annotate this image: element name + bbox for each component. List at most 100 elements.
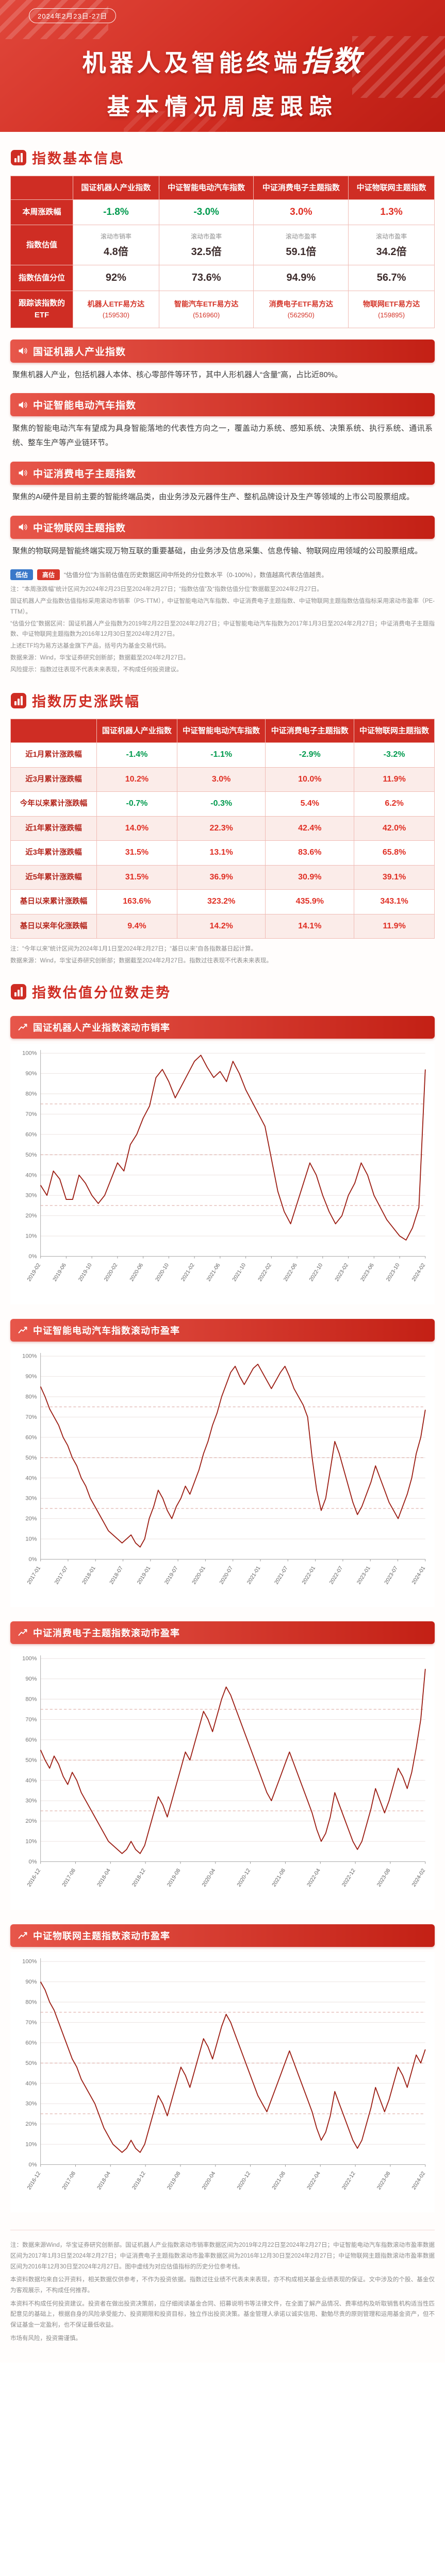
svg-text:2019-02: 2019-02 xyxy=(26,1262,42,1282)
column-header: 中证智能电动汽车指数 xyxy=(176,719,266,743)
etf-code: (159530) xyxy=(102,311,129,319)
note-line: 注：“本周涨跌幅”统计区间为2024年2月23日至2024年2月27日；“指数估… xyxy=(10,586,323,593)
svg-text:2016-12: 2016-12 xyxy=(26,1868,42,1888)
svg-text:2019-10: 2019-10 xyxy=(77,1262,93,1282)
svg-text:50%: 50% xyxy=(25,1757,37,1764)
svg-text:60%: 60% xyxy=(25,2040,37,2046)
pct-value: 9.4% xyxy=(127,921,146,930)
chart-title-bar: 中证智能电动汽车指数滚动市盈率 xyxy=(10,1318,435,1342)
svg-text:40%: 40% xyxy=(25,1475,37,1481)
svg-text:2020-07: 2020-07 xyxy=(218,1565,234,1585)
cell: 10.0% xyxy=(265,767,355,792)
cell: -3.2% xyxy=(354,742,435,768)
table-row: 近1年累计涨跌幅 14.0% 22.3% 42.4% 42.0% xyxy=(10,816,435,841)
svg-text:20%: 20% xyxy=(25,1213,37,1219)
row-label: 近1年累计涨跌幅 xyxy=(10,816,97,841)
cell: 滚动市盈率 34.2倍 xyxy=(348,225,435,265)
index-desc-title-text: 国证机器人产业指数 xyxy=(33,346,126,358)
cell: -1.4% xyxy=(96,742,177,768)
line-chart-icon xyxy=(18,1325,28,1335)
table-header-row: 国证机器人产业指数 中证智能电动汽车指数 中证消费电子主题指数 中证物联网主题指… xyxy=(10,176,435,200)
etf-code: (562950) xyxy=(287,311,315,319)
table-row: 基日以来年化涨跌幅 9.4% 14.2% 14.1% 11.9% xyxy=(10,913,435,939)
pct-value: 5.4% xyxy=(300,799,320,808)
cell: 智能汽车ETF易方达 (516960) xyxy=(158,291,254,328)
table-row-weekly-change: 本周涨跌幅 -1.8% -3.0% 3.0% 1.3% xyxy=(10,199,435,225)
svg-text:40%: 40% xyxy=(25,1778,37,1784)
line-chart-icon xyxy=(18,1628,28,1638)
row-label: 近3年累计涨跌幅 xyxy=(10,840,97,866)
cell: 42.0% xyxy=(354,816,435,841)
row-label: 本周涨跌幅 xyxy=(10,199,73,225)
cell: 滚动市销率 4.8倍 xyxy=(73,225,159,265)
index-desc-text: 聚焦的物联网是智能终端实现万物互联的重要基础，由业务涉及信息采集、信息传输、物联… xyxy=(12,546,423,555)
index-basic-info-table: 国证机器人产业指数 中证智能电动汽车指数 中证消费电子主题指数 中证物联网主题指… xyxy=(10,176,435,328)
pct-value: 6.2% xyxy=(385,799,404,808)
svg-text:2022-04: 2022-04 xyxy=(306,2171,322,2191)
pct-value: 323.2% xyxy=(207,897,236,906)
svg-text:40%: 40% xyxy=(25,1173,37,1179)
percentile-value: 94.9% xyxy=(286,272,316,283)
svg-text:60%: 60% xyxy=(25,1132,37,1138)
cell: 滚动市盈率 32.5倍 xyxy=(158,225,254,265)
svg-text:2020-06: 2020-06 xyxy=(128,1262,144,1282)
footer-disclaimer: 注：数据来源Wind，华宝证券研究创新部。国证机器人产业指数滚动市销率数据区间为… xyxy=(10,2230,435,2344)
svg-text:2022-07: 2022-07 xyxy=(328,1565,344,1585)
section-heading: 指数估值分位数走势 xyxy=(32,985,171,1001)
svg-text:0%: 0% xyxy=(29,1253,37,1260)
bar-chart-icon xyxy=(10,692,27,709)
table-row: 近1月累计涨跌幅 -1.4% -1.1% -2.9% -3.2% xyxy=(10,742,435,768)
content-area: 指数基本信息 国证机器人产业指数 中证智能电动汽车指数 中证消费电子主题指数 中… xyxy=(0,147,445,2363)
cell: 31.5% xyxy=(96,865,177,890)
column-header: 中证物联网主题指数 xyxy=(354,719,435,743)
section-title-valuation-trend: 指数估值分位数走势 xyxy=(10,981,435,1002)
cell: 83.6% xyxy=(265,840,355,866)
pct-value: 3.0% xyxy=(211,774,231,784)
table-corner-cell xyxy=(10,719,97,743)
index-desc-title: 国证机器人产业指数 xyxy=(10,339,435,363)
svg-text:30%: 30% xyxy=(25,2101,37,2107)
disclaimer-paragraph: 市场有风险，投资需谨慎。 xyxy=(10,2335,81,2342)
pct-value: 39.1% xyxy=(382,872,406,882)
index-desc-title-text: 中证物联网主题指数 xyxy=(33,522,126,534)
pct-value: 11.9% xyxy=(383,921,406,930)
svg-text:100%: 100% xyxy=(22,1656,37,1662)
svg-text:70%: 70% xyxy=(25,1414,37,1420)
metric-name: 滚动市盈率 xyxy=(285,233,317,240)
table-row-valuation: 指数估值 滚动市销率 4.8倍 滚动市盈率 32.5倍 滚动市盈率 59.1倍 滚动市… xyxy=(10,225,435,265)
index-description-robot: 国证机器人产业指数 聚焦机器人产业，包括机器人本体、核心零部件等环节，其中人形机… xyxy=(10,339,435,382)
cell: 10.2% xyxy=(96,767,177,792)
disclaimer-paragraph: 本资料不构成任何投资建议。投资者在做出投资决策前，应仔细阅读基金合同、招募说明书… xyxy=(10,2300,435,2329)
svg-text:20%: 20% xyxy=(25,1818,37,1824)
cell: 3.0% xyxy=(253,199,349,225)
section-heading: 指数历史涨跌幅 xyxy=(32,694,140,710)
svg-text:90%: 90% xyxy=(25,1374,37,1380)
svg-text:2017-01: 2017-01 xyxy=(26,1565,42,1585)
note-line: 风险提示：指数过往表现不代表未来表现，不构成任何投资建议。 xyxy=(10,667,183,673)
pct-value: 31.5% xyxy=(125,872,149,882)
cell: 3.0% xyxy=(176,767,266,792)
svg-text:2018-01: 2018-01 xyxy=(81,1565,97,1585)
pct-value: 14.1% xyxy=(298,921,322,930)
svg-text:2022-02: 2022-02 xyxy=(257,1262,273,1282)
chart-canvas: 0% 10% 20% 30% 40% 50% 60% 70% 80% 90% 100% 2017-01… xyxy=(22,1352,426,1585)
cell: -1.1% xyxy=(176,742,266,768)
table-header-row: 国证机器人产业指数 中证智能电动汽车指数 中证消费电子主题指数 中证物联网主题指… xyxy=(10,719,435,743)
column-header: 国证机器人产业指数 xyxy=(73,176,159,200)
row-label: 指数估值 xyxy=(10,225,73,265)
pct-value: -1.8% xyxy=(103,207,129,217)
row-label: 基日以来累计涨跌幅 xyxy=(10,889,97,914)
svg-text:2020-01: 2020-01 xyxy=(191,1565,207,1585)
svg-text:2022-01: 2022-01 xyxy=(301,1565,317,1585)
pct-value: -0.7% xyxy=(126,799,148,808)
note-line: 注：“今年以来”统计区间为2024年1月1日至2024年2月27日；“基日以来”… xyxy=(10,946,257,952)
chart-title-bar: 中证消费电子主题指数滚动市盈率 xyxy=(10,1621,435,1645)
disclaimer-paragraph: 本资料数据均来自公开资料，相关数据仅供参考，不作为投资依据。指数过往业绩不代表未… xyxy=(10,2277,435,2294)
section-title-history: 指数历史涨跌幅 xyxy=(10,690,435,710)
svg-text:100%: 100% xyxy=(22,1353,37,1360)
pct-value: -2.9% xyxy=(299,750,321,759)
valuation-legend: 低估 高估 “估值分位”为当前估值在历史数据区间中所处的分位数水平（0-100%… xyxy=(10,569,435,581)
megaphone-icon xyxy=(18,346,28,356)
svg-text:50%: 50% xyxy=(25,2060,37,2066)
etf-name: 消费电子ETF易方达 xyxy=(269,300,334,309)
